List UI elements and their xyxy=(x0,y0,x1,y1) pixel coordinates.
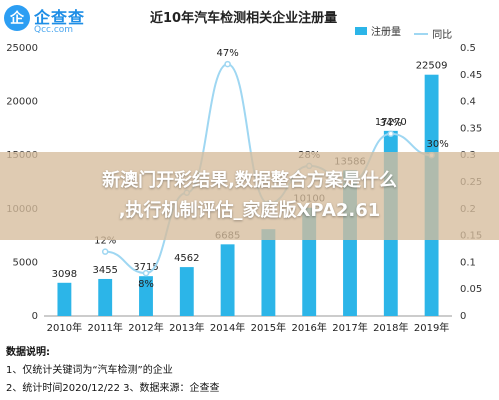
legend-bar-swatch xyxy=(355,26,367,35)
legend-label-bar: 注册量 xyxy=(371,27,401,38)
legend-item-line: 同比 xyxy=(414,26,452,41)
bar xyxy=(98,278,113,316)
y-right-tick-label: 0.4 xyxy=(460,97,476,108)
bar xyxy=(179,267,194,316)
x-tick-label: 2017年 xyxy=(332,321,367,334)
y-tick-label: 25000 xyxy=(6,43,38,54)
bar-value-label: 17270 xyxy=(375,117,407,128)
y-right-tick-label: 0.5 xyxy=(460,43,476,54)
bar-value-label: 3715 xyxy=(133,262,158,273)
y-right-tick-label: 0.05 xyxy=(460,284,482,295)
yoy-value-label: 8% xyxy=(138,279,154,290)
bar xyxy=(261,229,276,316)
x-tick-label: 2010年 xyxy=(47,321,82,334)
yoy-point xyxy=(387,130,395,138)
bar-value-label: 3455 xyxy=(92,265,117,276)
data-notes: 数据说明: 1、仅统计关键词为“汽车检测”的企业 2、统计时间2020/12/2… xyxy=(6,344,220,398)
x-tick-label: 2013年 xyxy=(169,321,204,334)
logo-mark-icon: 企 xyxy=(4,5,30,31)
yoy-point xyxy=(224,60,231,68)
bar xyxy=(57,282,72,316)
x-tick-label: 2014年 xyxy=(210,321,245,334)
yoy-value-label: 12% xyxy=(94,236,116,247)
x-tick-label: 2015年 xyxy=(251,321,286,334)
x-tick-label: 2019年 xyxy=(414,321,449,334)
y-right-tick-label: 0 xyxy=(460,311,466,322)
legend-line-swatch xyxy=(414,32,429,35)
x-tick-label: 2018年 xyxy=(373,321,408,334)
y-tick-label: 0 xyxy=(32,311,38,322)
notes-title: 数据说明: xyxy=(6,347,50,358)
y-right-tick-label: 0.1 xyxy=(460,257,476,268)
y-tick-label: 20000 xyxy=(6,97,38,108)
qcc-logo: 企 企查查 Qcc.com xyxy=(4,4,104,38)
bar-value-label: 3098 xyxy=(52,269,77,280)
bar xyxy=(220,244,235,316)
bar-value-label: 4562 xyxy=(174,253,199,264)
bar-value-label: 22509 xyxy=(416,61,448,72)
yoy-point xyxy=(142,269,150,277)
x-tick-label: 2012年 xyxy=(128,321,163,334)
legend-item-bar: 注册量 xyxy=(355,23,401,38)
banner-line-1: 新澳门开彩结果,数据整合方案是什么 xyxy=(102,170,397,191)
y-right-tick-label: 0.35 xyxy=(460,123,482,134)
legend-label-line: 同比 xyxy=(432,30,453,41)
banner-line-2: ,执行机制评估_家庭版XPA2.61 xyxy=(118,200,381,221)
y-right-tick-label: 0.45 xyxy=(460,70,482,81)
chart-title: 近10年汽车检测相关企业注册量 xyxy=(150,11,338,26)
chart-legend: 注册量 同比 xyxy=(355,23,462,41)
bar xyxy=(139,276,153,316)
yoy-point xyxy=(101,248,109,255)
logo-url: Qcc.com xyxy=(34,25,74,35)
notes-line-1: 1、仅统计关键词为“汽车检测”的企业 xyxy=(6,365,173,376)
y-tick-label: 5000 xyxy=(13,257,38,268)
yoy-value-label: 47% xyxy=(216,48,238,59)
yoy-value-label: 34% xyxy=(380,118,402,129)
banner-text: 新澳门开彩结果,数据整合方案是什么 ,执行机制评估_家庭版XPA2.61 xyxy=(0,166,499,226)
x-tick-label: 2011年 xyxy=(87,321,122,334)
x-tick-label: 2016年 xyxy=(291,321,326,334)
overlay-banner: 新澳门开彩结果,数据整合方案是什么 ,执行机制评估_家庭版XPA2.61 xyxy=(0,152,499,240)
logo-name: 企查查 xyxy=(34,8,86,27)
notes-line-2: 2、统计时间2020/12/22 3、数据来源：企查查 xyxy=(6,383,220,394)
yoy-value-label: 30% xyxy=(426,139,448,150)
